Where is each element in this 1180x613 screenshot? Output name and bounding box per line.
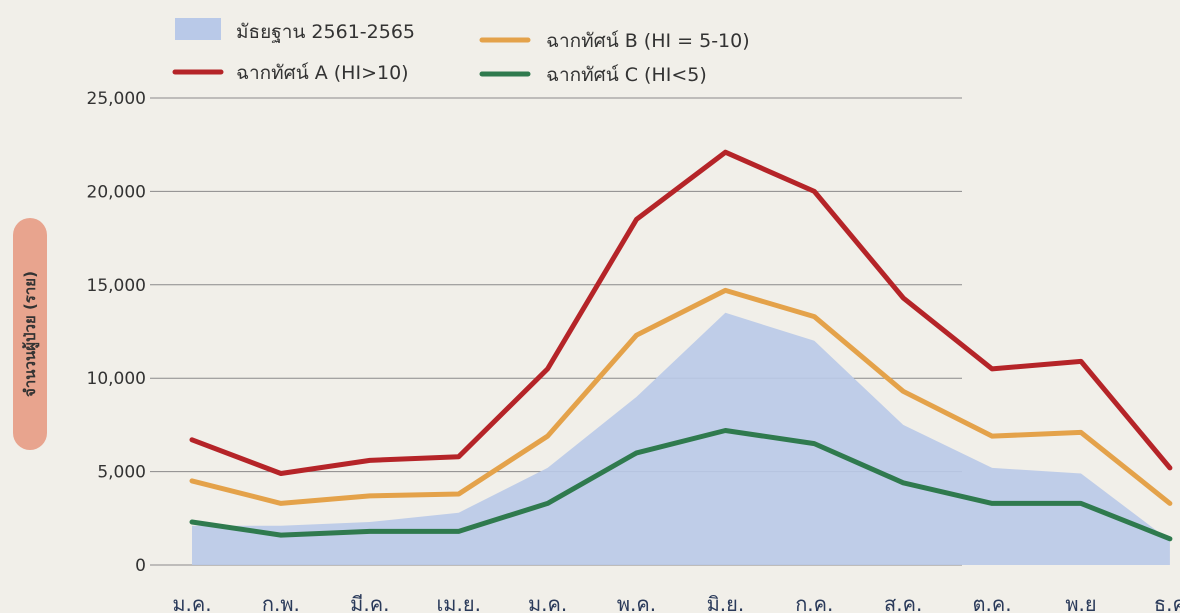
legend-label-a: ฉากทัศน์ A (HI>10) [236,62,409,84]
legend-label-median: มัธยฐาน 2561-2565 [236,21,415,43]
y-axis-ticks: 0 5,000 10,000 15,000 20,000 25,000 [87,89,146,576]
series-line-b [189,287,1173,506]
y-tick-label-25000: 25,000 [87,89,146,109]
y-tick-label-0: 0 [135,556,146,576]
y-axis-label-pill [13,218,47,450]
x-tick-label-12: ธ.ค [1154,592,1180,613]
y-tick-label-10000: 10,000 [87,369,146,389]
x-tick-label-7: มิ.ย. [707,592,745,613]
x-axis-ticks: ม.ค. ก.พ. มี.ค. เม.ย. ม.ค. พ.ค. มิ.ย. ก.ค. ส.ค. ต… [172,592,1180,613]
y-tick-label-5000: 5,000 [97,463,146,483]
x-tick-label-6: พ.ค. [617,592,656,613]
line-layer [189,149,1173,542]
x-tick-label-9: ส.ค. [884,592,922,613]
area-layer [192,312,1170,565]
y-tick-label-15000: 15,000 [87,276,146,296]
x-tick-label-8: ก.ค. [795,592,833,613]
x-tick-label-10: ต.ค. [973,592,1012,613]
x-tick-label-1: ม.ค. [172,592,211,613]
y-axis-label: จำนวนผู้ป่วย (ราย) [13,218,47,450]
series-line-a [189,149,1173,476]
legend: มัธยฐาน 2561-2565 ฉากทัศน์ A (HI>10) ฉาก… [172,18,750,86]
x-tick-label-11: พ.ย [1065,592,1096,613]
series-area-median [192,312,1170,565]
series-line-c [189,428,1173,542]
x-tick-label-2: ก.พ. [262,592,300,613]
x-tick-label-3: มี.ค. [350,592,389,613]
legend-label-c: ฉากทัศน์ C (HI<5) [546,64,707,86]
x-tick-label-4: เม.ย. [436,592,480,613]
legend-swatch-median [175,18,221,40]
y-tick-label-20000: 20,000 [87,182,146,202]
legend-label-b: ฉากทัศน์ B (HI = 5-10) [546,30,750,52]
x-tick-label-5: ม.ค. [528,592,567,613]
y-axis-label-text: จำนวนผู้ป่วย (ราย) [21,271,40,397]
